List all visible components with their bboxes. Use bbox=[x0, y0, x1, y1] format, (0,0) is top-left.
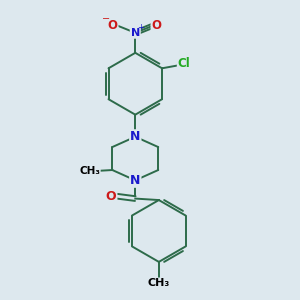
Text: +: + bbox=[137, 23, 144, 32]
Text: CH₃: CH₃ bbox=[79, 167, 100, 176]
Text: O: O bbox=[108, 19, 118, 32]
Text: Cl: Cl bbox=[178, 57, 190, 70]
Text: −: − bbox=[102, 14, 110, 24]
Text: N: N bbox=[130, 174, 140, 187]
Text: O: O bbox=[152, 19, 161, 32]
Text: O: O bbox=[106, 190, 116, 203]
Text: CH₃: CH₃ bbox=[148, 278, 170, 288]
Text: N: N bbox=[130, 130, 140, 143]
Text: N: N bbox=[131, 28, 140, 38]
